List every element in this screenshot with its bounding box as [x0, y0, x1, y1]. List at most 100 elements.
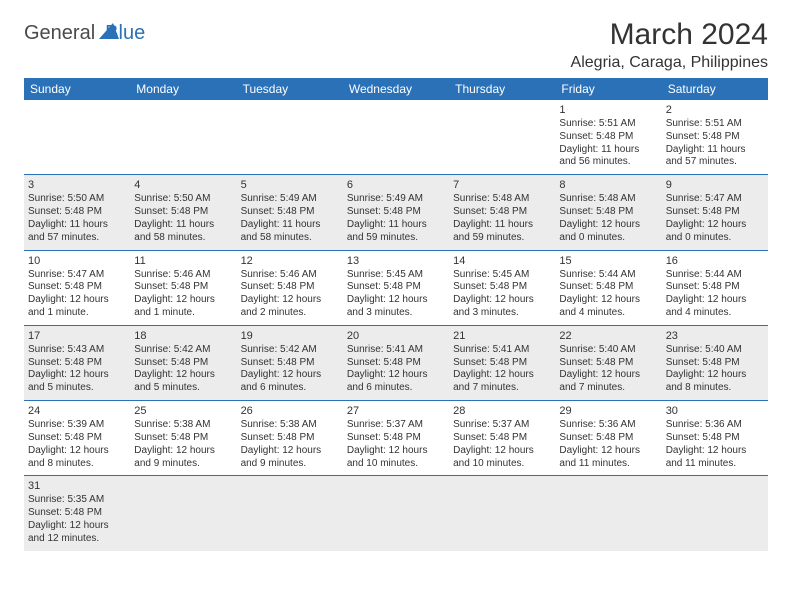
- day-number: 11: [134, 254, 232, 268]
- daylight-text: Daylight: 12 hours and 7 minutes.: [453, 369, 551, 395]
- sunset-text: Sunset: 5:48 PM: [666, 281, 764, 294]
- day-cell-4: 4Sunrise: 5:50 AMSunset: 5:48 PMDaylight…: [130, 175, 236, 250]
- daylight-text: Daylight: 11 hours and 59 minutes.: [453, 219, 551, 245]
- empty-cell: [343, 100, 449, 175]
- sunset-text: Sunset: 5:48 PM: [28, 206, 126, 219]
- sunset-text: Sunset: 5:48 PM: [559, 357, 657, 370]
- sunset-text: Sunset: 5:48 PM: [559, 131, 657, 144]
- day-number: 13: [347, 254, 445, 268]
- daylight-text: Daylight: 12 hours and 5 minutes.: [28, 369, 126, 395]
- day-cell-13: 13Sunrise: 5:45 AMSunset: 5:48 PMDayligh…: [343, 250, 449, 325]
- daylight-text: Daylight: 11 hours and 58 minutes.: [134, 219, 232, 245]
- day-number: 16: [666, 254, 764, 268]
- day-cell-31: 31Sunrise: 5:35 AMSunset: 5:48 PMDayligh…: [24, 476, 130, 551]
- sunrise-text: Sunrise: 5:43 AM: [28, 344, 126, 357]
- day-number: 30: [666, 404, 764, 418]
- col-friday: Friday: [555, 78, 661, 100]
- day-cell-10: 10Sunrise: 5:47 AMSunset: 5:48 PMDayligh…: [24, 250, 130, 325]
- sunrise-text: Sunrise: 5:47 AM: [666, 193, 764, 206]
- daylight-text: Daylight: 11 hours and 57 minutes.: [666, 144, 764, 170]
- sunset-text: Sunset: 5:48 PM: [241, 432, 339, 445]
- day-number: 3: [28, 178, 126, 192]
- sunset-text: Sunset: 5:48 PM: [666, 131, 764, 144]
- calendar-row: 31Sunrise: 5:35 AMSunset: 5:48 PMDayligh…: [24, 476, 768, 551]
- logo-text-blue: Blue: [105, 22, 145, 45]
- day-number: 8: [559, 178, 657, 192]
- day-number: 2: [666, 103, 764, 117]
- title-block: March 2024 Alegria, Caraga, Philippines: [571, 18, 768, 72]
- sunset-text: Sunset: 5:48 PM: [666, 357, 764, 370]
- daylight-text: Daylight: 12 hours and 8 minutes.: [666, 369, 764, 395]
- empty-cell: [24, 100, 130, 175]
- sunrise-text: Sunrise: 5:38 AM: [134, 419, 232, 432]
- day-cell-23: 23Sunrise: 5:40 AMSunset: 5:48 PMDayligh…: [662, 325, 768, 400]
- day-cell-20: 20Sunrise: 5:41 AMSunset: 5:48 PMDayligh…: [343, 325, 449, 400]
- sunset-text: Sunset: 5:48 PM: [241, 206, 339, 219]
- calendar-row: 10Sunrise: 5:47 AMSunset: 5:48 PMDayligh…: [24, 250, 768, 325]
- calendar-table: Sunday Monday Tuesday Wednesday Thursday…: [24, 78, 768, 551]
- day-cell-27: 27Sunrise: 5:37 AMSunset: 5:48 PMDayligh…: [343, 401, 449, 476]
- daylight-text: Daylight: 12 hours and 6 minutes.: [241, 369, 339, 395]
- sunset-text: Sunset: 5:48 PM: [453, 281, 551, 294]
- daylight-text: Daylight: 12 hours and 9 minutes.: [241, 445, 339, 471]
- day-cell-9: 9Sunrise: 5:47 AMSunset: 5:48 PMDaylight…: [662, 175, 768, 250]
- daylight-text: Daylight: 12 hours and 8 minutes.: [28, 445, 126, 471]
- day-cell-28: 28Sunrise: 5:37 AMSunset: 5:48 PMDayligh…: [449, 401, 555, 476]
- sunset-text: Sunset: 5:48 PM: [453, 206, 551, 219]
- sunset-text: Sunset: 5:48 PM: [241, 281, 339, 294]
- calendar-row: 1Sunrise: 5:51 AMSunset: 5:48 PMDaylight…: [24, 100, 768, 175]
- sunrise-text: Sunrise: 5:45 AM: [453, 269, 551, 282]
- day-number: 21: [453, 329, 551, 343]
- day-cell-26: 26Sunrise: 5:38 AMSunset: 5:48 PMDayligh…: [237, 401, 343, 476]
- day-number: 24: [28, 404, 126, 418]
- empty-cell: [130, 100, 236, 175]
- col-saturday: Saturday: [662, 78, 768, 100]
- sunrise-text: Sunrise: 5:41 AM: [347, 344, 445, 357]
- day-number: 7: [453, 178, 551, 192]
- col-tuesday: Tuesday: [237, 78, 343, 100]
- day-number: 23: [666, 329, 764, 343]
- day-number: 31: [28, 479, 126, 493]
- calendar-row: 3Sunrise: 5:50 AMSunset: 5:48 PMDaylight…: [24, 175, 768, 250]
- day-number: 4: [134, 178, 232, 192]
- sunrise-text: Sunrise: 5:44 AM: [559, 269, 657, 282]
- sunrise-text: Sunrise: 5:50 AM: [134, 193, 232, 206]
- sunset-text: Sunset: 5:48 PM: [666, 432, 764, 445]
- daylight-text: Daylight: 12 hours and 0 minutes.: [666, 219, 764, 245]
- daylight-text: Daylight: 12 hours and 12 minutes.: [28, 520, 126, 546]
- sunrise-text: Sunrise: 5:42 AM: [134, 344, 232, 357]
- daylight-text: Daylight: 12 hours and 0 minutes.: [559, 219, 657, 245]
- sunset-text: Sunset: 5:48 PM: [347, 206, 445, 219]
- sunset-text: Sunset: 5:48 PM: [134, 206, 232, 219]
- sunset-text: Sunset: 5:48 PM: [241, 357, 339, 370]
- sunset-text: Sunset: 5:48 PM: [28, 507, 126, 520]
- daylight-text: Daylight: 12 hours and 2 minutes.: [241, 294, 339, 320]
- day-number: 28: [453, 404, 551, 418]
- sunset-text: Sunset: 5:48 PM: [347, 281, 445, 294]
- sunrise-text: Sunrise: 5:40 AM: [666, 344, 764, 357]
- day-cell-15: 15Sunrise: 5:44 AMSunset: 5:48 PMDayligh…: [555, 250, 661, 325]
- sunrise-text: Sunrise: 5:37 AM: [347, 419, 445, 432]
- day-cell-17: 17Sunrise: 5:43 AMSunset: 5:48 PMDayligh…: [24, 325, 130, 400]
- sunrise-text: Sunrise: 5:51 AM: [559, 118, 657, 131]
- empty-cell: [662, 476, 768, 551]
- sunset-text: Sunset: 5:48 PM: [134, 357, 232, 370]
- day-cell-1: 1Sunrise: 5:51 AMSunset: 5:48 PMDaylight…: [555, 100, 661, 175]
- sunrise-text: Sunrise: 5:38 AM: [241, 419, 339, 432]
- daylight-text: Daylight: 12 hours and 10 minutes.: [453, 445, 551, 471]
- day-number: 18: [134, 329, 232, 343]
- daylight-text: Daylight: 11 hours and 58 minutes.: [241, 219, 339, 245]
- daylight-text: Daylight: 11 hours and 59 minutes.: [347, 219, 445, 245]
- day-number: 12: [241, 254, 339, 268]
- day-cell-25: 25Sunrise: 5:38 AMSunset: 5:48 PMDayligh…: [130, 401, 236, 476]
- empty-cell: [237, 476, 343, 551]
- calendar-row: 17Sunrise: 5:43 AMSunset: 5:48 PMDayligh…: [24, 325, 768, 400]
- sunrise-text: Sunrise: 5:36 AM: [666, 419, 764, 432]
- day-cell-3: 3Sunrise: 5:50 AMSunset: 5:48 PMDaylight…: [24, 175, 130, 250]
- sunrise-text: Sunrise: 5:40 AM: [559, 344, 657, 357]
- day-number: 17: [28, 329, 126, 343]
- day-number: 25: [134, 404, 232, 418]
- day-cell-8: 8Sunrise: 5:48 AMSunset: 5:48 PMDaylight…: [555, 175, 661, 250]
- col-sunday: Sunday: [24, 78, 130, 100]
- col-monday: Monday: [130, 78, 236, 100]
